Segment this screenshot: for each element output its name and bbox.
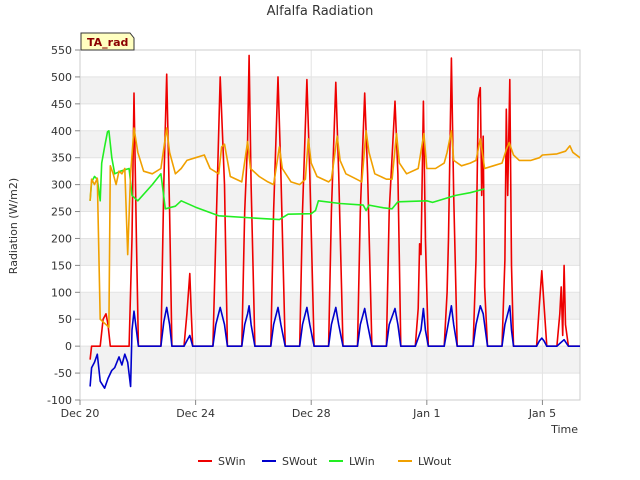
y-tick-label: 450	[51, 98, 72, 111]
x-tick-label: Jan 1	[412, 407, 440, 420]
y-tick-label: 500	[51, 71, 72, 84]
x-tick-label: Dec 28	[292, 407, 331, 420]
y-tick-label: 250	[51, 206, 72, 219]
series-line-swin	[89, 54, 580, 360]
y-axis-label: Radiation (W/m2)	[7, 178, 20, 274]
y-tick-label: 50	[58, 313, 72, 326]
series-line-lwin	[89, 130, 485, 221]
series-line-lwout	[89, 127, 580, 329]
x-axis-ticks: Dec 20 Dec 24 Dec 28 Jan 1 Jan 5	[61, 400, 556, 420]
legend: SWin SWout LWin LWout	[198, 455, 452, 468]
legend-label-lwout: LWout	[418, 455, 452, 468]
y-axis-ticks: -100 -50 0 50 100 150 200 250 300 350 400 450 500 550	[47, 44, 80, 407]
x-tick-label: Dec 20	[61, 407, 100, 420]
background-band	[80, 346, 580, 374]
x-tick-label: Jan 5	[528, 407, 556, 420]
legend-label-swout: SWout	[282, 455, 318, 468]
legend-label-swin: SWin	[218, 455, 246, 468]
x-tick-label: Dec 24	[176, 407, 215, 420]
background-band	[80, 76, 580, 104]
y-tick-label: 350	[51, 152, 72, 165]
y-tick-label: 200	[51, 232, 72, 245]
series-line-swout	[89, 305, 580, 389]
y-tick-label: 300	[51, 179, 72, 192]
y-tick-label: -100	[47, 394, 72, 407]
series-group	[89, 54, 580, 389]
chart-title: Alfalfa Radiation	[267, 4, 374, 19]
plot-frame	[79, 49, 581, 401]
x-axis-label: Time	[550, 423, 578, 436]
y-tick-label: 400	[51, 125, 72, 138]
y-tick-label: 0	[65, 340, 72, 353]
y-tick-label: 150	[51, 259, 72, 272]
y-tick-label: 100	[51, 286, 72, 299]
badge-label: TA_rad	[87, 36, 128, 49]
badge-shape	[80, 32, 135, 51]
legend-label-lwin: LWin	[349, 455, 375, 468]
y-tick-label: -50	[54, 367, 72, 380]
y-tick-label: 550	[51, 44, 72, 57]
ta-rad-badge: TA_rad	[80, 32, 135, 51]
